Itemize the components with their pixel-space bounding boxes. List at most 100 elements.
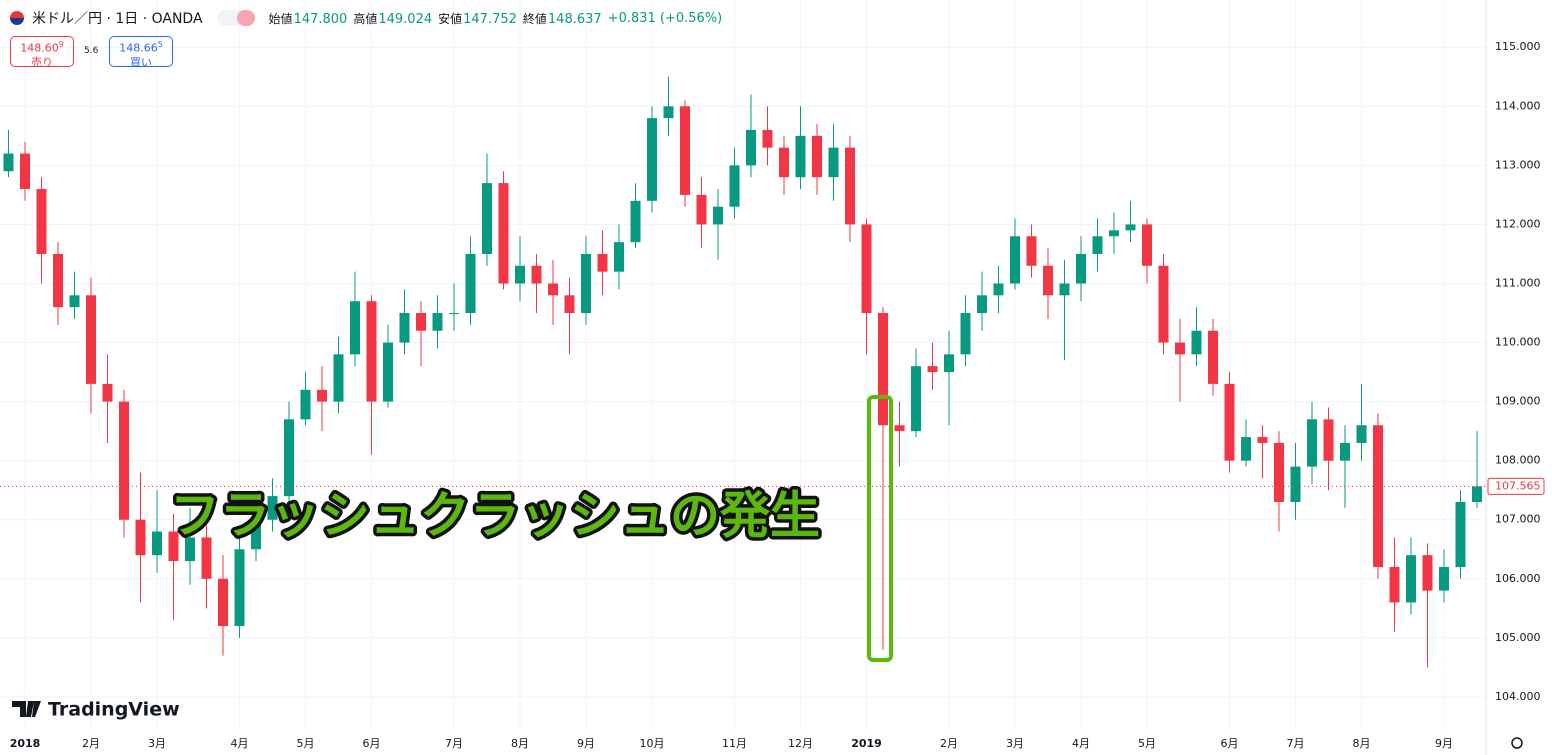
candle-body <box>1422 555 1433 591</box>
y-tick-label: 111.000 <box>1495 276 1541 289</box>
candle-body <box>1191 330 1202 355</box>
x-tick-label: 4月 <box>231 737 249 750</box>
candle-body <box>1455 502 1466 567</box>
candle-body <box>779 147 789 178</box>
candle-body <box>449 313 459 315</box>
candle-body <box>1389 566 1400 603</box>
candle-body <box>152 531 162 556</box>
x-tick-label: 2018 <box>10 737 41 750</box>
status-chip[interactable] <box>216 10 255 26</box>
candle-body <box>1290 466 1301 503</box>
candle-body <box>1224 383 1235 461</box>
candle-body <box>1142 224 1152 266</box>
candle-body <box>1109 230 1119 237</box>
y-tick-label: 113.000 <box>1495 158 1541 171</box>
candle-body <box>333 354 344 402</box>
y-tick-label: 105.000 <box>1495 631 1541 644</box>
flag-icon <box>10 11 24 25</box>
x-tick-label: 2019 <box>851 737 882 750</box>
y-tick-label: 108.000 <box>1495 454 1541 467</box>
x-tick-label: 10月 <box>640 737 665 750</box>
last-price-label: 107.565 <box>1495 479 1541 492</box>
spread: 5.6 <box>84 46 99 56</box>
candle-body <box>977 295 987 314</box>
x-tick-label: 11月 <box>722 737 747 750</box>
candle-body <box>878 313 888 426</box>
candle-body <box>597 253 608 272</box>
candle-body <box>911 366 921 432</box>
x-tick-label: 3月 <box>148 737 166 750</box>
candle-body <box>696 194 707 225</box>
candle-body <box>1323 419 1334 461</box>
candle-body <box>168 531 179 562</box>
candle-body <box>119 401 129 520</box>
candle-body <box>944 354 954 373</box>
candle-body <box>1406 555 1416 603</box>
candle-body <box>1208 330 1218 384</box>
candle-body <box>1307 419 1317 467</box>
y-tick-label: 106.000 <box>1495 572 1541 585</box>
symbol: 米ドル／円 · 1日 · OANDA <box>32 11 203 27</box>
candle-body <box>927 366 938 373</box>
ohlc-label: 始値 <box>268 11 293 26</box>
candle-body <box>102 383 113 402</box>
y-tick-label: 109.000 <box>1495 395 1541 408</box>
candle-body <box>1092 236 1103 254</box>
candle-body <box>3 153 14 172</box>
y-tick-label: 115.000 <box>1495 40 1541 53</box>
candle-body <box>1010 236 1020 284</box>
candle-body <box>1356 425 1367 443</box>
candle-body <box>1241 437 1251 461</box>
candle-body <box>647 118 657 201</box>
candle-body <box>845 147 855 225</box>
candle-body <box>432 313 443 331</box>
candle-body <box>267 496 278 520</box>
x-tick-label: 5月 <box>297 737 315 750</box>
sell-label: 売り <box>31 55 53 69</box>
buy-price: 148.66 <box>119 41 158 55</box>
candle-body <box>1059 283 1070 296</box>
candle-body <box>1373 425 1383 567</box>
logo-icon <box>12 701 41 717</box>
settings-icon[interactable] <box>1511 737 1523 749</box>
candle-body <box>531 265 542 284</box>
candle-body <box>861 224 872 314</box>
candle-body <box>36 188 47 254</box>
buy-button[interactable]: 148.665 買い <box>109 36 173 69</box>
candle-body <box>53 253 63 308</box>
candle-body <box>284 419 294 497</box>
candle-body <box>251 519 261 550</box>
candle-body <box>581 253 591 314</box>
candle-body <box>86 295 96 384</box>
highlight-box <box>867 395 893 662</box>
x-tick-label: 7月 <box>445 737 463 750</box>
ohlc-value: 147.800 <box>293 11 348 27</box>
x-tick-label: 6月 <box>1221 737 1239 750</box>
candle-body <box>1340 442 1350 461</box>
candle-body <box>630 200 641 243</box>
candle-body <box>185 537 195 562</box>
candle-body <box>1043 265 1053 296</box>
candle-body <box>383 342 393 402</box>
candle-body <box>135 519 146 556</box>
x-tick-label: 9月 <box>1435 737 1453 750</box>
x-tick-label: 2月 <box>82 737 100 750</box>
y-tick-label: 112.000 <box>1495 217 1541 230</box>
candle-body <box>234 549 245 627</box>
sell-button[interactable]: 148.609 売り <box>10 36 74 69</box>
x-tick-label: 2月 <box>940 737 958 750</box>
candle-body <box>680 106 690 195</box>
candle-body <box>20 153 30 189</box>
candle-body <box>1274 442 1284 503</box>
y-tick-label: 107.000 <box>1495 513 1541 526</box>
candle-body <box>812 135 822 178</box>
ohlc-label: 終値 <box>522 11 547 26</box>
ohlc-label: 高値 <box>353 11 378 26</box>
x-tick-label: 12月 <box>788 737 813 750</box>
candle-body <box>1125 224 1136 231</box>
candle-body <box>482 183 492 254</box>
ohlc-value: 148.637 <box>547 11 602 27</box>
x-tick-label: 9月 <box>577 737 595 750</box>
